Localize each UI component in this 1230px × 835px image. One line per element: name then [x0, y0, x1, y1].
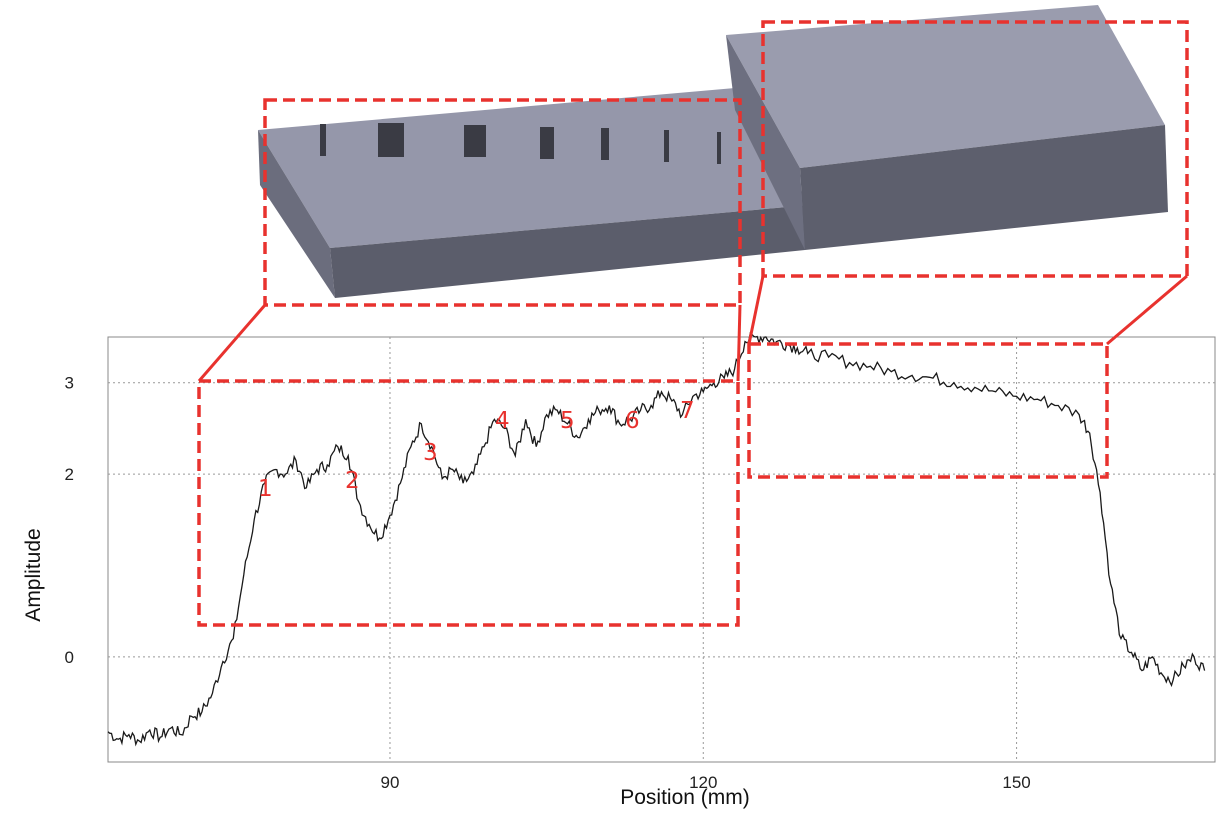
annotation-5: 5 — [560, 408, 575, 434]
x-axis-title: Position (mm) — [620, 786, 750, 809]
ticks: 90 120 150 0 2 3 — [65, 374, 1031, 792]
block-low-front — [330, 205, 810, 298]
slot-2 — [378, 123, 404, 157]
annotation-6: 6 — [625, 408, 640, 434]
slot-4 — [540, 127, 554, 159]
y-tick-label: 3 — [65, 374, 74, 393]
zoom-connectors — [197, 274, 1188, 382]
annotation-4: 4 — [495, 408, 510, 434]
annotation-1: 1 — [258, 476, 273, 502]
annotation-3: 3 — [423, 440, 438, 466]
connector-4 — [1106, 274, 1188, 346]
slot-6 — [664, 130, 669, 162]
block-high-front — [800, 125, 1168, 250]
block-high-left-side — [726, 35, 805, 250]
series-line — [107, 332, 1206, 747]
x-tick-label: 90 — [381, 773, 400, 792]
connector-1 — [197, 304, 267, 382]
slot-7 — [717, 132, 721, 164]
annotation-2: 2 — [345, 468, 360, 494]
zoom-box-model-right — [761, 20, 1189, 278]
zoom-box-model-left — [263, 98, 742, 307]
zoom-box-plot-left — [197, 379, 740, 627]
y-axis-title: Amplitude — [22, 528, 45, 621]
slot-1 — [320, 124, 326, 156]
slot-3 — [464, 125, 486, 157]
connector-3 — [747, 275, 765, 345]
block-high-top — [726, 5, 1165, 168]
annotations: 1 2 3 4 5 6 7 — [258, 398, 695, 502]
y-tick-label: 0 — [65, 648, 74, 667]
grid — [108, 337, 1215, 762]
slot-5 — [601, 128, 609, 160]
connector-2 — [736, 304, 742, 382]
y-tick-label: 2 — [65, 465, 74, 484]
specimen-model — [258, 5, 1168, 298]
block-low-left-side — [258, 130, 335, 298]
zoom-box-plot-right — [747, 342, 1109, 479]
annotation-7: 7 — [680, 398, 695, 424]
x-tick-label: 120 — [689, 773, 717, 792]
plot-frame — [107, 336, 1216, 763]
zoom-boxes — [197, 20, 1189, 627]
x-tick-label: 150 — [1002, 773, 1030, 792]
